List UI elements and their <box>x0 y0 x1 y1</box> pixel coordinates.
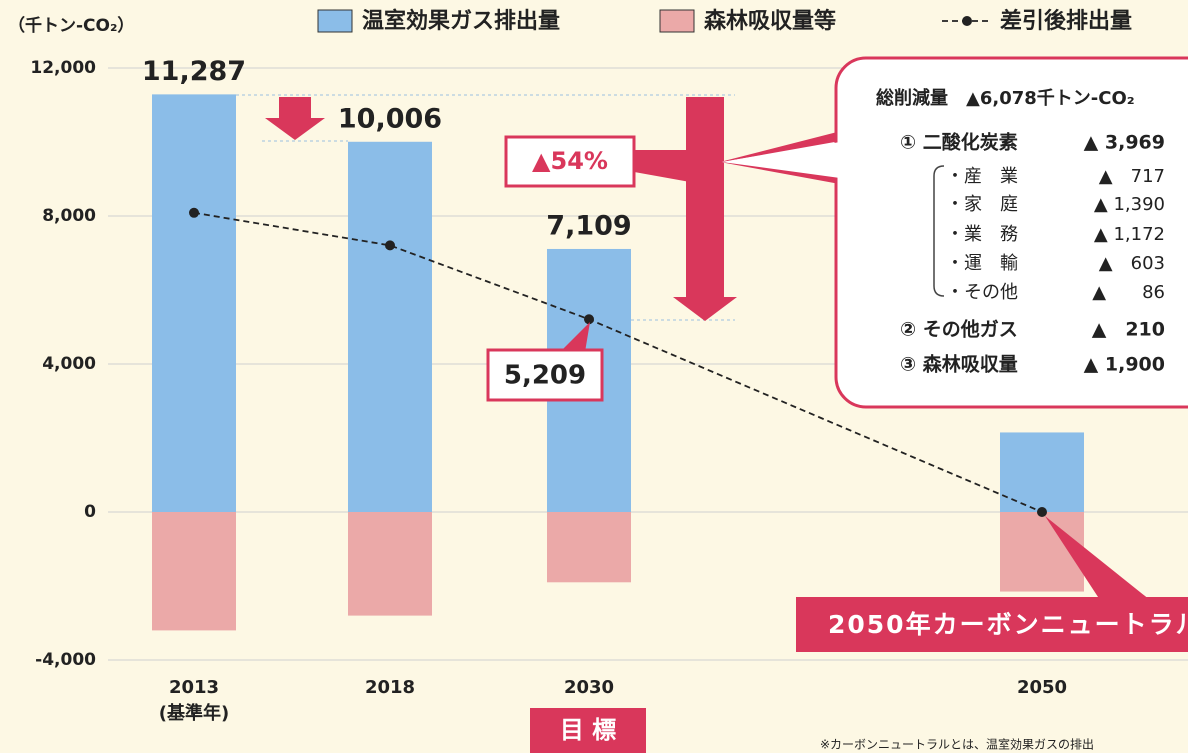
breakdown-value: ▲ 1,900 <box>1084 354 1165 376</box>
target-label: 目 標 <box>560 716 616 744</box>
breakdown-label: ・家 庭 <box>946 194 1018 215</box>
value-label: 10,006 <box>338 103 442 134</box>
breakdown-value: ▲ 603 <box>1099 253 1165 274</box>
breakdown-title: 総削減量 ▲6,078千トン-CO₂ <box>876 87 1135 109</box>
breakdown-label: ② その他ガス <box>900 318 1018 341</box>
pointer <box>1045 516 1150 600</box>
bar <box>152 94 236 513</box>
legend-swatch <box>962 16 972 26</box>
pointer <box>560 322 590 352</box>
x-tick-label: 2030 <box>564 677 614 698</box>
breakdown-value: ▲ 717 <box>1099 166 1165 187</box>
legend: 温室効果ガス排出量 森林吸収量等 差引後排出量 <box>317 8 1132 34</box>
line <box>193 211 1043 513</box>
value-box <box>486 348 604 402</box>
footnote: ※カーボンニュートラルとは、温室効果ガスの排出 <box>820 737 1094 752</box>
legend-label: 森林吸収量等 <box>704 8 836 34</box>
y-tick-label: 4,000 <box>42 354 96 374</box>
breakdown-value: ▲ 210 <box>1092 319 1165 341</box>
bar <box>348 141 432 512</box>
x-tick-note: (基準年) <box>159 702 229 724</box>
y-tick-label: 12,000 <box>30 58 96 78</box>
banner-text: 2050年カーボンニュートラル <box>828 610 1188 639</box>
legend-swatch <box>317 9 353 33</box>
legend-swatch <box>659 9 695 33</box>
x-tick-label: 2013 <box>169 677 219 698</box>
breakdown-label: ③ 森林吸収量 <box>900 353 1018 376</box>
target-box <box>530 708 646 753</box>
legend-label: 差引後排出量 <box>1000 8 1132 34</box>
breakdown-label: ① 二酸化炭素 <box>900 131 1018 154</box>
marks <box>152 94 1084 631</box>
point <box>584 314 594 325</box>
pointer <box>634 150 690 182</box>
brace <box>933 165 945 297</box>
breakdown-label: ・業 務 <box>946 224 1018 245</box>
bar <box>1000 432 1084 512</box>
breakdown-label: ・運 輸 <box>946 253 1018 274</box>
point <box>189 207 199 218</box>
rate-box <box>504 135 636 188</box>
banner <box>796 597 1188 652</box>
y-tick-label: -4,000 <box>35 650 96 670</box>
breakdown-value: ▲ 86 <box>1092 282 1165 303</box>
y-axis-label: （千トン-CO₂） <box>8 15 134 36</box>
breakdown-value: ▲ 1,172 <box>1094 224 1165 245</box>
bar <box>348 512 432 616</box>
breakdown-list: ① 二酸化炭素 ▲ 3,969 ・産 業 ▲ 717 ・家 庭 ▲ 1,390 ・業 務 ▲ … <box>900 131 1165 376</box>
bar <box>547 512 631 583</box>
breakdown-value: ▲ 1,390 <box>1094 194 1165 215</box>
breakdown-label: ・その他 <box>946 282 1018 303</box>
x-tick-label: 2050 <box>1017 677 1067 698</box>
breakdown-box <box>834 56 1188 409</box>
decrease-arrow <box>265 97 325 140</box>
point <box>385 240 395 251</box>
y-tick-label: 0 <box>84 502 96 522</box>
point <box>1037 507 1047 517</box>
big-arrow <box>673 97 737 321</box>
breakdown-label: ・産 業 <box>946 166 1018 187</box>
legend-label: 温室効果ガス排出量 <box>362 8 560 34</box>
value-label: 7,109 <box>546 210 631 241</box>
y-tick-label: 8,000 <box>42 206 96 226</box>
breakdown-value: ▲ 3,969 <box>1084 132 1165 154</box>
rate-text: ▲54% <box>532 147 608 175</box>
bar <box>152 512 236 631</box>
value-label: 11,287 <box>142 56 246 87</box>
x-tick-label: 2018 <box>365 677 415 698</box>
pointer-fill <box>722 142 840 178</box>
value-label: 5,209 <box>504 361 586 391</box>
